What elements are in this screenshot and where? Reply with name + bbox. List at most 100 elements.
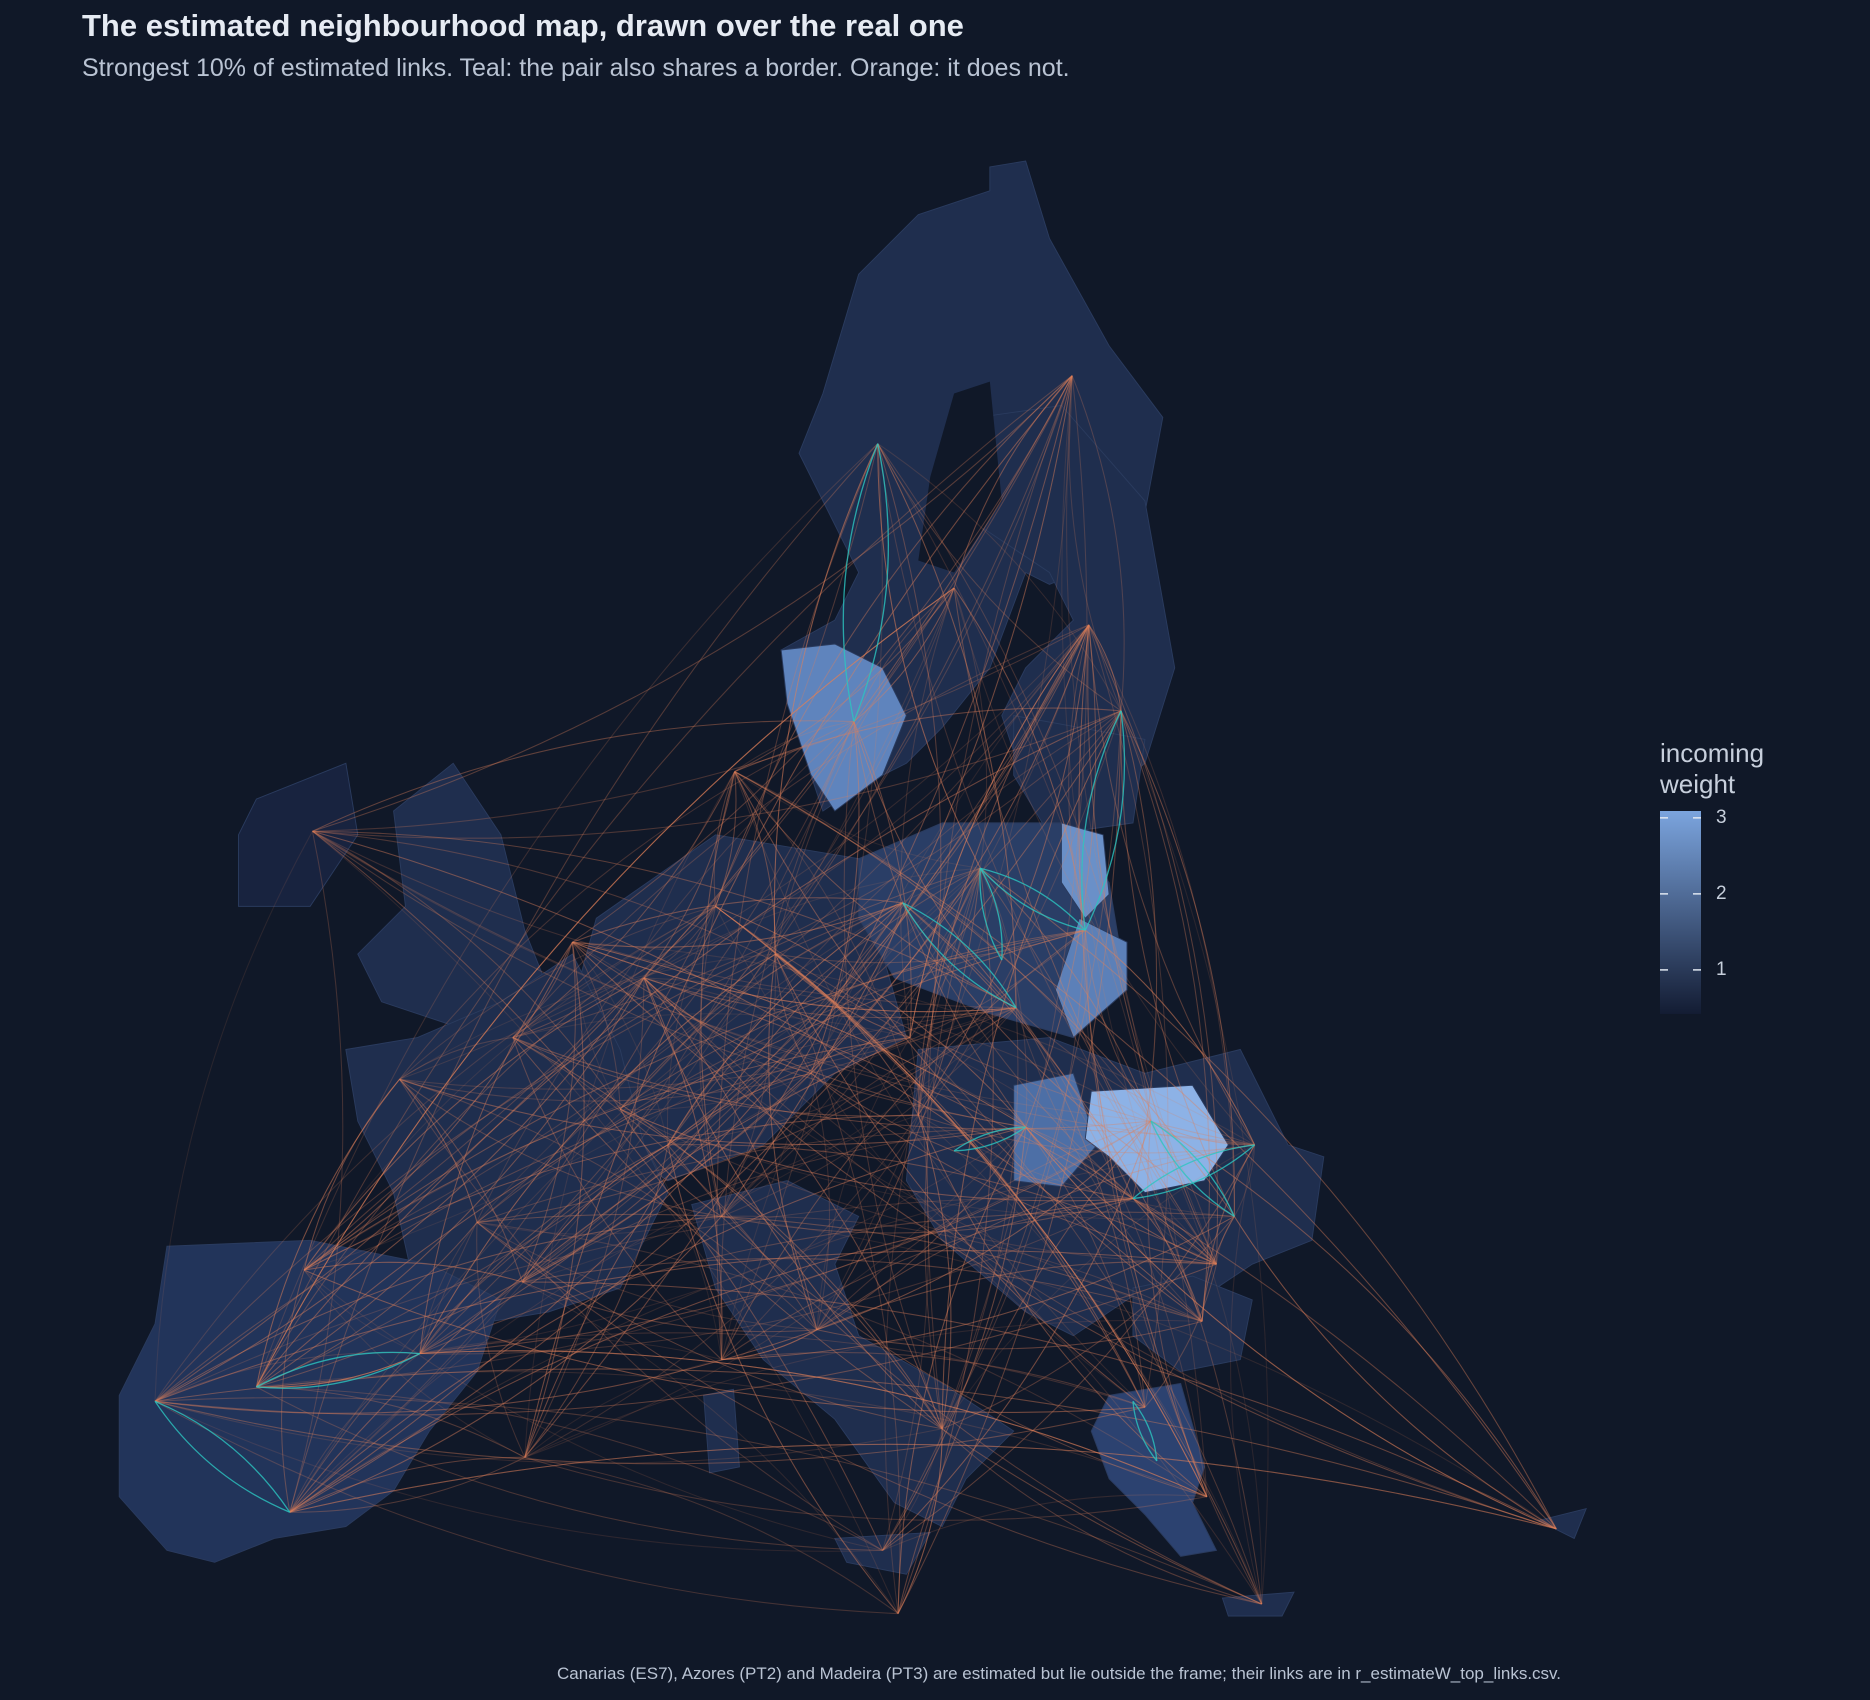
link [1071,375,1125,711]
sardinia [703,1388,740,1474]
link [522,1258,1203,1322]
link [572,897,903,943]
link [619,1108,1134,1202]
link [882,1120,1152,1551]
link [512,624,1090,1038]
link [256,1371,1208,1498]
link [524,1456,899,1615]
link [734,771,981,869]
link-border [1081,710,1122,931]
sicily [834,1531,932,1575]
link [522,624,1090,1283]
link [154,1215,722,1402]
link [1233,1216,1557,1530]
link [882,1037,930,1551]
link [419,902,904,1355]
link [289,1144,669,1513]
link [941,1428,1262,1605]
link [572,941,1255,1146]
link [154,905,716,1402]
link [289,1037,911,1513]
link [303,867,981,1271]
link [524,902,904,1458]
link [312,830,1151,1122]
link [289,710,1122,1513]
link [419,443,879,1354]
link [1015,1007,1203,1322]
link [476,1128,1255,1223]
link [721,954,777,1217]
link [619,1108,723,1360]
link [619,1108,722,1217]
link [917,1114,1263,1605]
link [289,831,344,1513]
link [734,707,1122,773]
link [900,587,955,1038]
link [941,710,1122,1429]
link [522,1281,817,1333]
link [774,953,1146,1408]
link [256,1353,421,1388]
link [255,587,955,1388]
link-border [256,1351,420,1388]
link [773,443,879,955]
link [303,1037,911,1271]
link [256,977,645,1388]
link [303,929,1086,1271]
link [941,1144,1255,1430]
link [1025,1126,1146,1408]
link [1144,1264,1217,1408]
link [155,1397,1262,1605]
link [255,443,879,1388]
link [289,1443,1557,1530]
link [289,1443,1557,1530]
link [154,1400,883,1552]
link [700,771,736,1217]
link-border [154,1400,291,1513]
link [909,868,981,1038]
link [897,1428,943,1614]
link [667,1144,1262,1605]
link [1061,375,1203,1322]
link [721,375,1073,1217]
link [877,443,981,869]
link [572,941,1217,1265]
link [521,1144,669,1283]
link [941,710,1122,1429]
link [715,905,1146,1408]
link [399,1072,812,1102]
link [512,906,716,1039]
link [521,1007,1017,1283]
link [979,867,1263,1605]
link [953,587,1086,931]
link [256,710,1122,1388]
link [524,375,1073,1458]
link [941,930,1086,1429]
link [1088,624,1219,1265]
link [643,977,943,1430]
link [667,1072,812,1146]
link [303,905,716,1271]
link-border [902,902,1017,1009]
link [512,710,1122,1039]
link [289,721,855,1513]
link [882,1126,1027,1551]
link [399,1078,1026,1146]
link [877,443,1122,712]
link [1132,1198,1203,1322]
link [643,771,736,979]
link [1088,624,1256,1146]
link [476,929,1086,1223]
link [882,1144,1256,1551]
link [877,443,1017,1008]
link [289,443,879,1513]
link-border [853,443,890,722]
link [521,1144,669,1283]
link [734,771,1017,1009]
link [289,1456,525,1513]
link [810,721,860,1074]
link [1088,624,1122,711]
link [979,867,1028,1128]
link [620,1072,812,1111]
